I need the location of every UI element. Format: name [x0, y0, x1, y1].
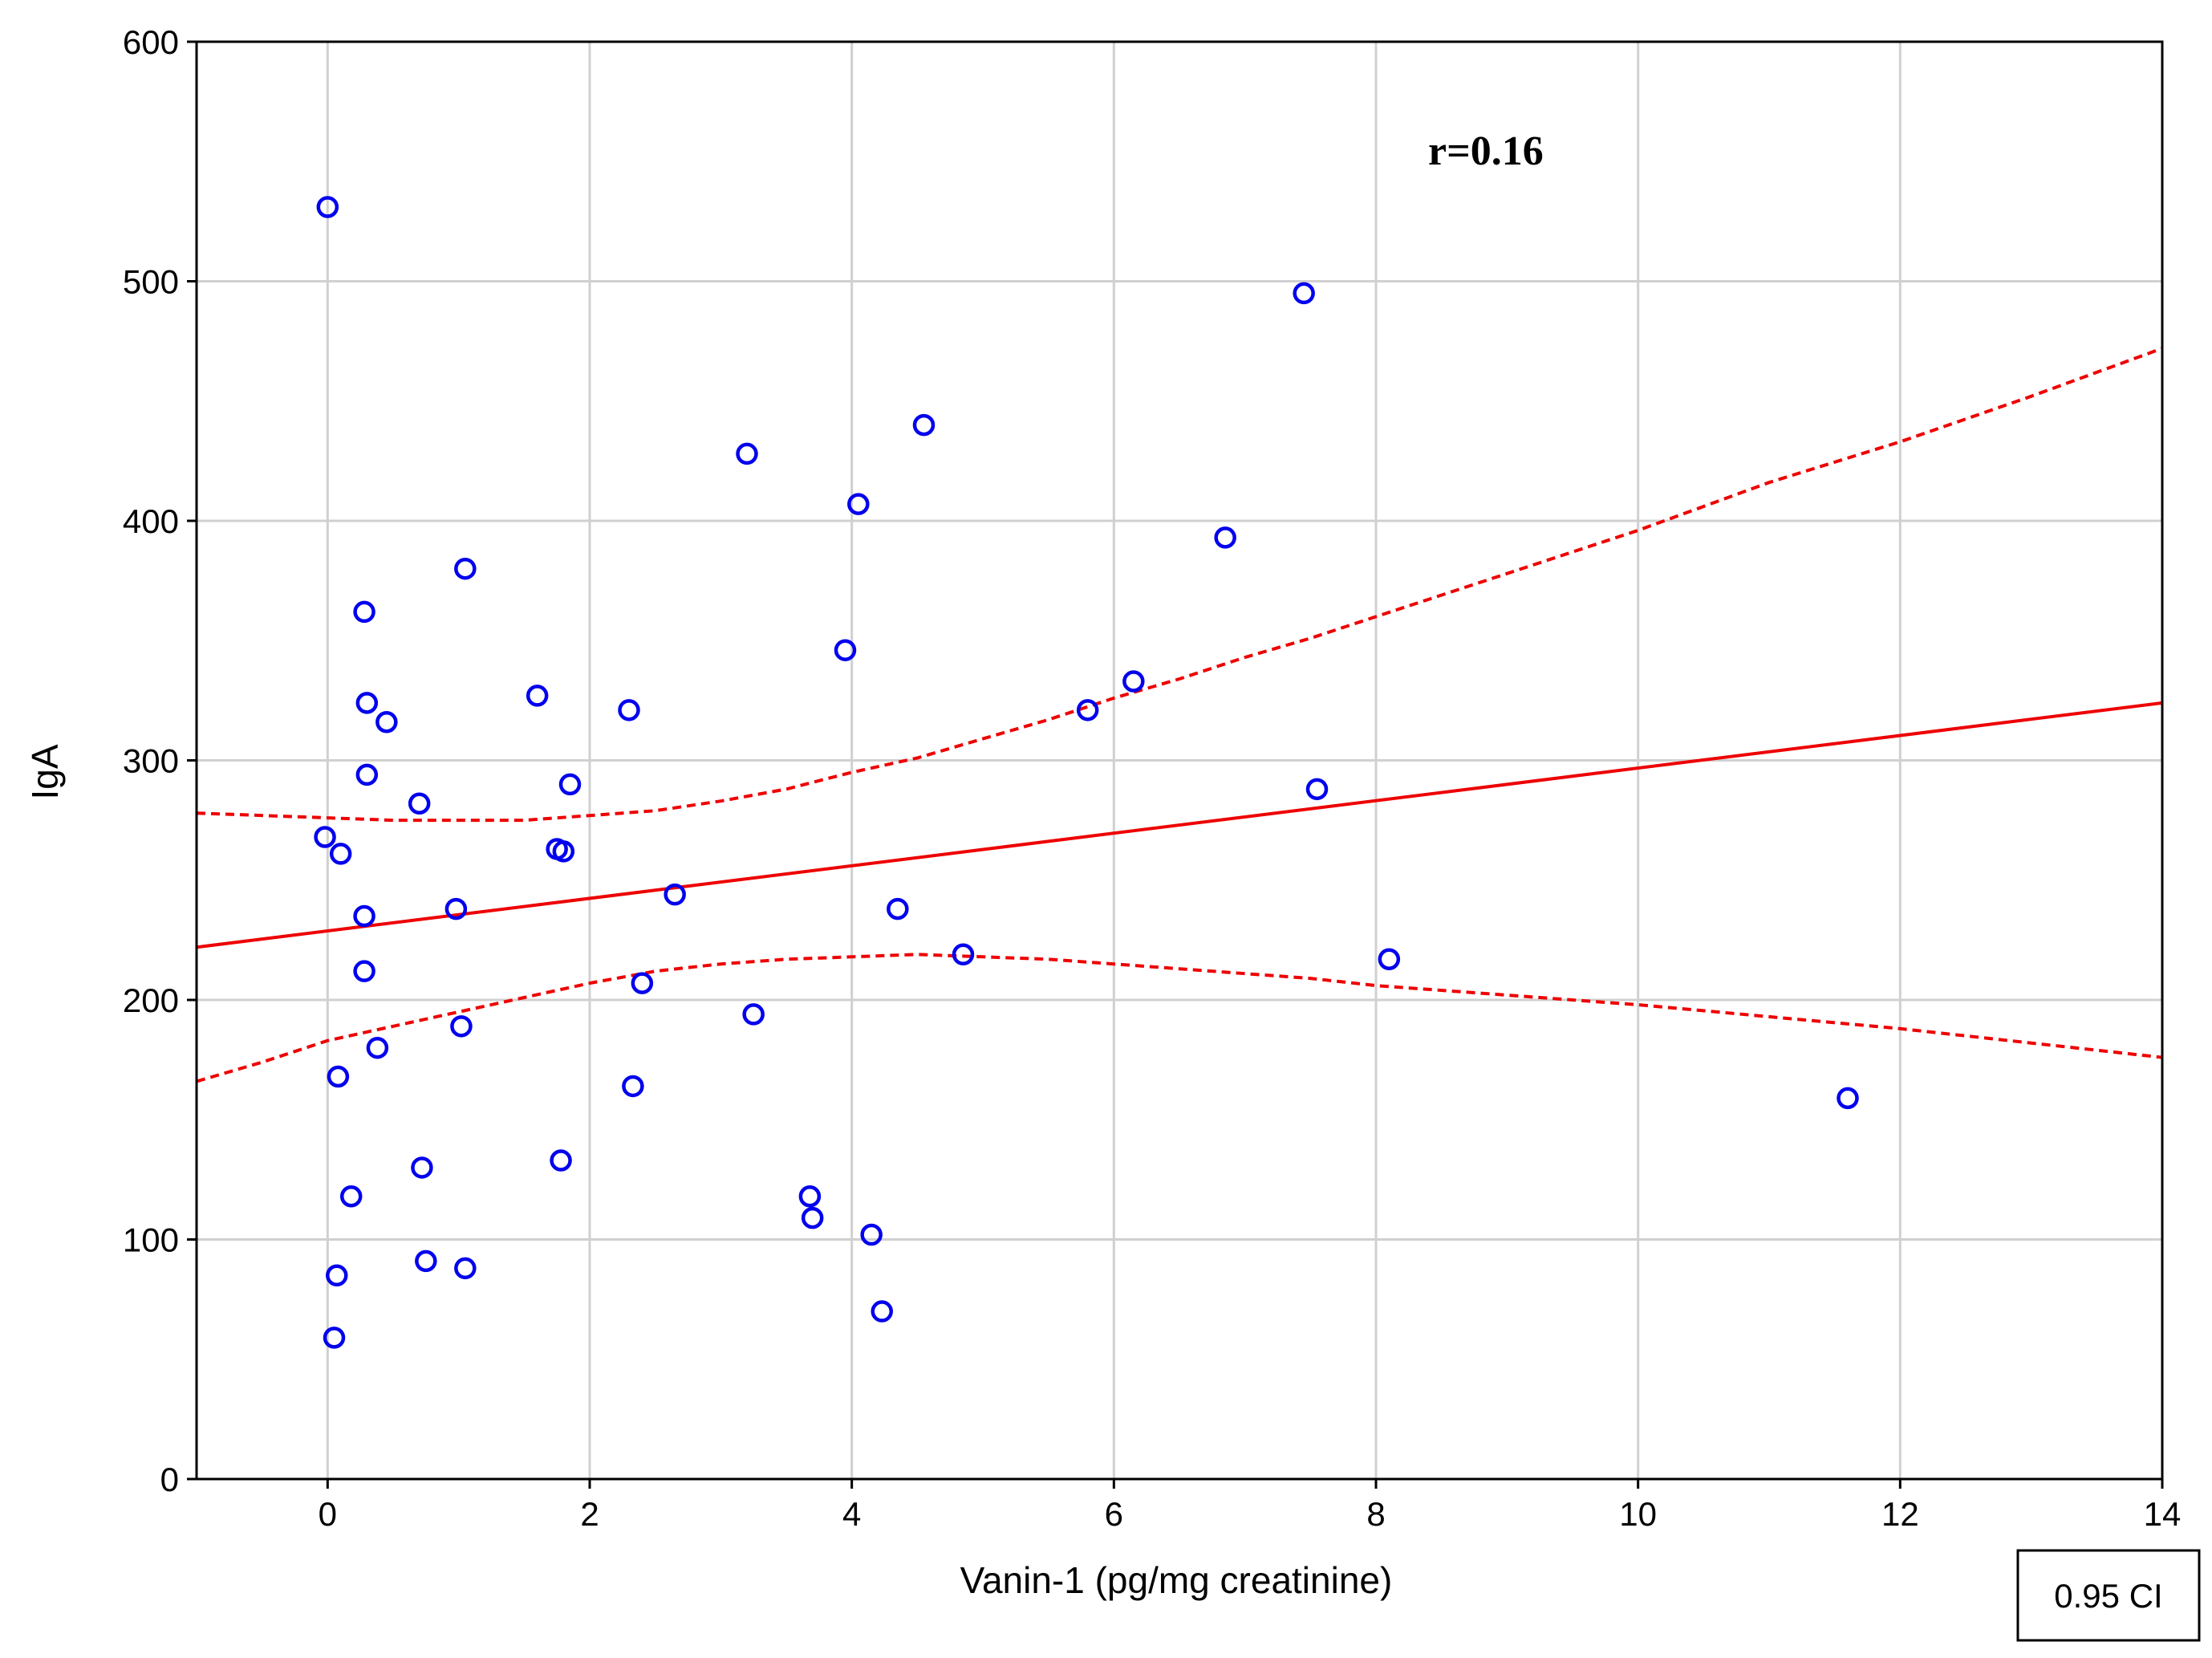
legend-box: 0.95 CI: [2016, 1549, 2201, 1642]
y-tick-label-6: 600: [123, 23, 179, 61]
data-point-1: [1293, 282, 1315, 305]
data-point-15: [355, 763, 379, 786]
data-point-40: [798, 1185, 822, 1208]
data-point-27: [952, 943, 975, 966]
data-point-33: [366, 1036, 389, 1059]
x-axis-title: Vanin-1 (pg/mg creatinine): [960, 1559, 1393, 1601]
ci-lower-line: [196, 953, 2163, 1083]
data-point-41: [801, 1206, 824, 1229]
ci-upper-line: [196, 347, 2163, 823]
data-point-5: [1214, 526, 1236, 549]
regression-line: [196, 701, 2163, 949]
data-point-19: [314, 826, 336, 848]
y-tick-label-1: 100: [123, 1221, 179, 1259]
y-axis-title: IgA: [24, 744, 66, 799]
confidence-band: [196, 347, 2163, 1083]
data-point-7: [353, 600, 375, 624]
data-point-44: [454, 1257, 477, 1280]
data-point-37: [550, 1149, 572, 1172]
data-point-8: [834, 639, 857, 661]
data-point-47: [323, 1327, 346, 1349]
data-point-13: [1076, 699, 1099, 721]
data-point-26: [353, 904, 375, 928]
data-point-21: [552, 840, 575, 863]
data-point-28: [1378, 948, 1401, 971]
data-point-10: [526, 685, 549, 707]
data-point-23: [664, 883, 686, 906]
data-points: [314, 196, 1859, 1349]
data-point-45: [326, 1264, 348, 1287]
y-tick-label-0: 0: [160, 1461, 179, 1498]
y-tick-label-5: 500: [123, 263, 179, 301]
data-point-36: [1837, 1087, 1859, 1110]
data-point-34: [327, 1065, 350, 1088]
data-point-16: [558, 773, 582, 796]
data-point-22: [329, 843, 352, 865]
data-point-29: [353, 960, 375, 982]
x-tick-label-0: 0: [319, 1495, 337, 1533]
data-point-24: [444, 897, 468, 920]
grid-lines: [197, 42, 2162, 1479]
legend-label: 0.95 CI: [2054, 1577, 2162, 1615]
data-point-31: [742, 1003, 765, 1026]
y-tick-label-2: 200: [123, 981, 179, 1019]
y-tick-label-4: 400: [123, 502, 179, 540]
data-point-25: [887, 897, 909, 920]
correlation-annotation: r=0.16: [1428, 128, 1544, 174]
data-point-11: [355, 692, 379, 714]
data-point-35: [622, 1075, 644, 1098]
x-tick-label-5: 10: [1619, 1495, 1657, 1533]
data-point-43: [415, 1250, 437, 1273]
x-tick-label-6: 12: [1881, 1495, 1919, 1533]
x-tick-label-2: 4: [842, 1495, 861, 1533]
data-point-46: [871, 1300, 893, 1323]
data-point-6: [454, 557, 477, 580]
data-point-17: [1305, 778, 1329, 801]
x-tick-label-3: 6: [1105, 1495, 1123, 1533]
regression-line-group: [196, 701, 2163, 949]
y-tick-label-3: 300: [123, 742, 179, 780]
data-point-12: [618, 699, 640, 721]
legend-frame: [2016, 1549, 2201, 1642]
data-point-42: [860, 1223, 883, 1246]
data-point-0: [316, 196, 339, 218]
data-point-14: [375, 710, 398, 734]
tick-labels: 0 2 4 6 8 10 12 14 0 100 200 300 400 500 600: [123, 23, 2181, 1533]
x-tick-label-4: 8: [1366, 1495, 1385, 1533]
x-tick-label-1: 2: [580, 1495, 599, 1533]
data-point-30: [631, 972, 654, 994]
data-point-38: [411, 1156, 433, 1179]
data-point-9: [1122, 670, 1145, 693]
data-point-3: [736, 442, 758, 465]
data-point-32: [450, 1015, 473, 1038]
data-point-39: [339, 1185, 363, 1208]
data-point-18: [408, 792, 431, 815]
x-tick-label-7: 14: [2144, 1495, 2182, 1533]
data-point-4: [847, 493, 870, 515]
data-point-2: [912, 413, 936, 437]
